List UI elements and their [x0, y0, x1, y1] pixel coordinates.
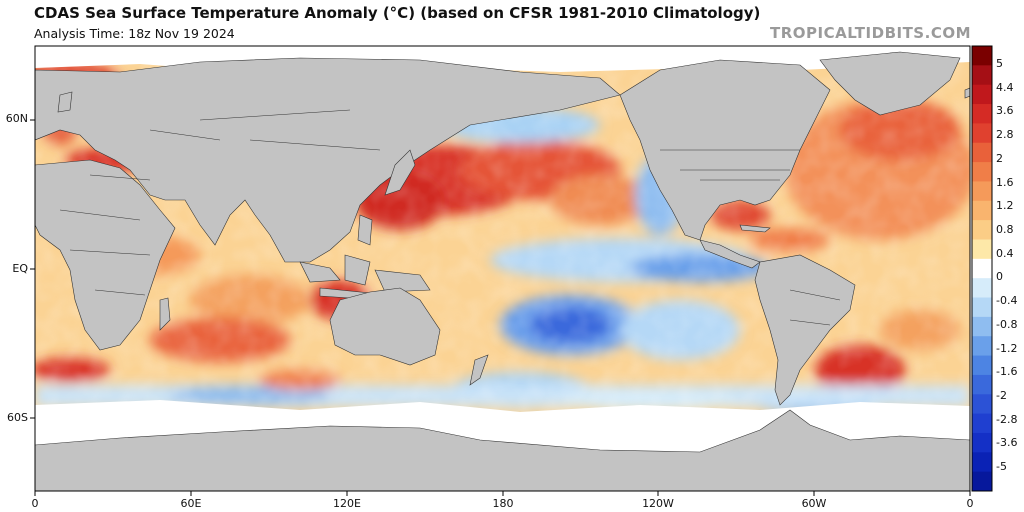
antarctica	[35, 409, 970, 491]
colorbar-swatch	[972, 84, 992, 105]
colorbar-label: 3.6	[996, 104, 1014, 118]
colorbar-swatch	[972, 374, 992, 395]
colorbar-swatch	[972, 142, 992, 163]
colorbar-swatch	[972, 200, 992, 221]
site-credit[interactable]: TROPICALTIDBITS.COM	[770, 24, 971, 42]
eurasia	[35, 57, 621, 263]
colorbar-label: -0.8	[996, 317, 1018, 331]
colorbar-swatch	[972, 336, 992, 357]
lon-label-0-east: 0	[966, 497, 974, 510]
colorbar-label: -2	[996, 388, 1007, 402]
colorbar-label: -1.6	[996, 365, 1018, 379]
lon-label-0: 0	[31, 497, 39, 510]
japan	[384, 149, 416, 196]
axis-ticks	[30, 119, 971, 496]
lon-label-60w: 60W	[801, 497, 827, 510]
colorbar-label: 2	[996, 151, 1003, 165]
colorbar-label: -3.6	[996, 436, 1018, 450]
lat-label-60n: 60N	[5, 112, 28, 125]
land	[35, 51, 970, 491]
colorbar-swatch	[972, 394, 992, 415]
map-title: CDAS Sea Surface Temperature Anomaly (°C…	[34, 4, 761, 22]
colorbar-label: -0.4	[996, 294, 1018, 308]
colorbar-swatch	[972, 297, 992, 318]
greenland	[819, 51, 961, 116]
colorbar-swatch	[972, 239, 992, 260]
analysis-time: Analysis Time: 18z Nov 19 2024	[34, 26, 235, 41]
political-borders	[59, 109, 841, 326]
colorbar-swatch	[972, 181, 992, 202]
colorbar-label: -1.2	[996, 341, 1018, 355]
colorbar-label: 1.6	[996, 175, 1014, 189]
africa	[35, 159, 176, 351]
colorbar-swatch	[972, 355, 992, 376]
colorbar-swatch	[972, 46, 992, 66]
colorbar-label: 0.8	[996, 222, 1014, 236]
lon-label-180: 180	[492, 497, 514, 510]
colorbar-swatch	[972, 316, 992, 337]
colorbar-swatch	[972, 432, 992, 453]
lat-label-eq: EQ	[12, 262, 28, 275]
colorbar-frame	[971, 45, 993, 492]
colorbar-swatch	[972, 123, 992, 144]
lon-label-120w: 120W	[642, 497, 674, 510]
colorbar-label: 0.4	[996, 246, 1014, 260]
colorbar-label: 1.2	[996, 199, 1014, 213]
colorbar-label: 5	[996, 57, 1003, 70]
colorbar-swatch	[972, 471, 992, 492]
colorbar-label: 2.8	[996, 128, 1014, 142]
colorbar-swatch	[972, 413, 992, 434]
australia	[329, 287, 441, 366]
colorbar-label: 4.4	[996, 80, 1014, 94]
colorbar-swatch	[972, 65, 992, 86]
colorbar-swatch	[972, 162, 992, 182]
colorbar-swatch	[972, 104, 992, 124]
lat-label-60s: 60S	[7, 411, 28, 424]
south-america	[754, 254, 856, 406]
colorbar-swatch	[972, 220, 992, 240]
colorbar-swatch	[972, 278, 992, 299]
colorbar-label: -2.8	[996, 412, 1018, 426]
colorbar-label: -5	[996, 460, 1007, 473]
colorbar	[972, 46, 992, 492]
lon-label-120e: 120E	[333, 497, 361, 510]
colorbar-label: 0	[996, 270, 1003, 284]
colorbar-swatch	[972, 452, 992, 473]
lon-label-60e: 60E	[180, 497, 202, 510]
colorbar-swatch	[972, 258, 992, 279]
